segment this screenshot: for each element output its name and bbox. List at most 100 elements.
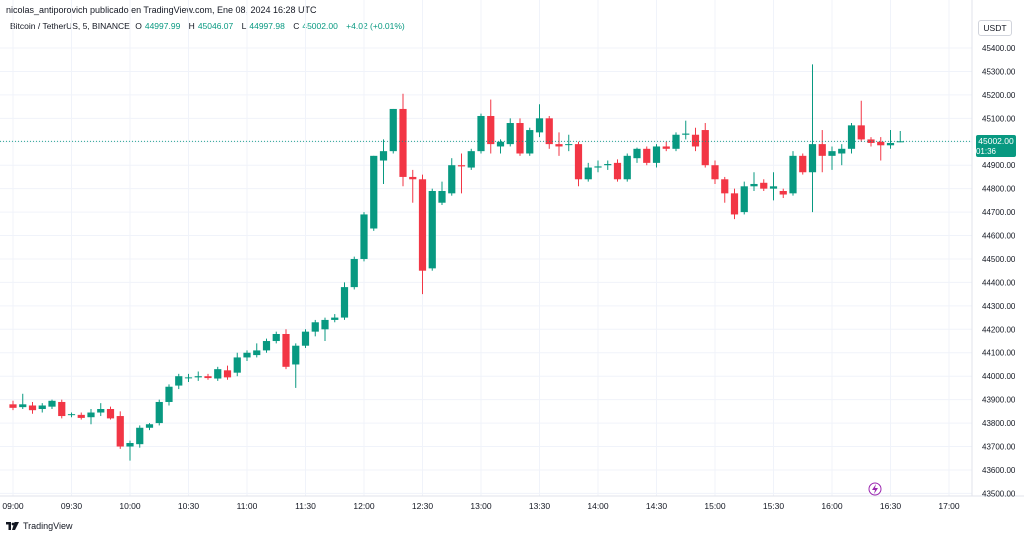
candle-body (623, 155, 631, 180)
candle (321, 317, 329, 342)
candle-body (282, 333, 290, 367)
candle (623, 153, 631, 182)
candle (438, 181, 446, 206)
candle (886, 130, 895, 149)
candle-body (789, 155, 797, 194)
high-value: 45046.07 (197, 21, 234, 31)
candle-body (243, 352, 251, 358)
candles (9, 64, 904, 461)
candle (331, 314, 339, 323)
y-tick-label: 45100.00 (982, 114, 1016, 123)
candle (467, 148, 475, 170)
candle-body (594, 166, 602, 168)
candle (301, 329, 310, 349)
candle (214, 366, 222, 381)
candle (857, 100, 865, 142)
candle-body (19, 404, 27, 408)
low-label: L (241, 21, 247, 31)
bar-countdown: 01:36 (976, 147, 997, 156)
candle-body (194, 376, 202, 378)
y-tick-label: 44200.00 (982, 325, 1016, 334)
currency-button[interactable]: USDT (978, 20, 1012, 36)
candle (145, 423, 154, 431)
candle-body (136, 427, 144, 445)
candle-body (292, 345, 300, 365)
candle-body (652, 146, 661, 163)
x-tick-label: 10:00 (119, 501, 141, 511)
lightning-icon[interactable] (868, 482, 882, 496)
candle (48, 399, 56, 410)
candle (77, 412, 85, 420)
y-tick-label: 43600.00 (982, 466, 1016, 475)
candle (106, 406, 115, 420)
tradingview-brand: TradingView (23, 521, 73, 531)
candle (311, 319, 319, 337)
candle-body (516, 123, 524, 154)
y-axis[interactable]: 43500.00 43600.00 43700.00 43800.00 43900.00… (982, 44, 1016, 498)
candle-body (214, 369, 222, 379)
candle-body (662, 146, 670, 149)
y-tick-label: 44300.00 (982, 302, 1016, 311)
candle-body (565, 144, 573, 146)
candle-body (360, 214, 368, 259)
candle-body (574, 144, 583, 180)
candle (262, 338, 271, 353)
candle (838, 144, 846, 166)
x-tick-label: 16:00 (821, 501, 843, 511)
candle (126, 440, 134, 461)
candle (789, 151, 797, 196)
candle (448, 158, 456, 196)
x-tick-label: 16:30 (880, 501, 902, 511)
candle-body (184, 377, 193, 379)
symbol-label[interactable]: Bitcoin / TetherUS, 5, BINANCE (10, 21, 130, 31)
candle-body (9, 404, 17, 408)
candle (808, 64, 817, 213)
candle (701, 123, 709, 168)
candle (165, 384, 173, 406)
candle (799, 153, 807, 175)
candle-body (58, 401, 66, 417)
candle-body (165, 386, 173, 402)
candle (818, 130, 826, 173)
candle-body (545, 118, 553, 145)
candle-body (613, 162, 622, 180)
candle-body (272, 333, 280, 342)
candle (584, 162, 592, 182)
candle-body (604, 164, 612, 166)
candle-body (896, 141, 904, 143)
x-axis[interactable]: 09:00 09:30 10:00 10:30 11:00 11:30 12:00 12:30… (2, 501, 960, 511)
x-tick-label: 17:00 (938, 501, 960, 511)
candle (760, 179, 768, 191)
candle-body (701, 130, 709, 166)
x-tick-label: 11:00 (237, 501, 258, 511)
candle (691, 127, 700, 152)
candle-body (526, 130, 534, 154)
candle (643, 146, 651, 166)
y-tick-label: 44400.00 (982, 278, 1016, 287)
candle (574, 141, 583, 187)
y-tick-label: 45200.00 (982, 91, 1016, 100)
candle-body (672, 134, 680, 149)
candle (477, 113, 485, 154)
candle (506, 118, 514, 147)
open-value: 44997.99 (144, 21, 181, 31)
y-tick-label: 44600.00 (982, 232, 1016, 241)
x-tick-label: 11:30 (295, 501, 316, 511)
candle-body (38, 405, 46, 410)
x-tick-label: 09:00 (2, 501, 24, 511)
candle-body (750, 183, 758, 187)
candle (672, 132, 680, 152)
x-tick-label: 14:30 (646, 501, 668, 511)
candle (662, 141, 670, 152)
candle-body (799, 155, 807, 173)
tradingview-footer[interactable]: TradingView (6, 521, 73, 531)
candle (175, 373, 183, 390)
candle (721, 176, 729, 203)
candle-body (145, 424, 154, 428)
candle (711, 160, 719, 184)
candle-body (77, 414, 85, 418)
candle (779, 188, 787, 199)
candle (526, 127, 534, 156)
candle (769, 172, 778, 201)
